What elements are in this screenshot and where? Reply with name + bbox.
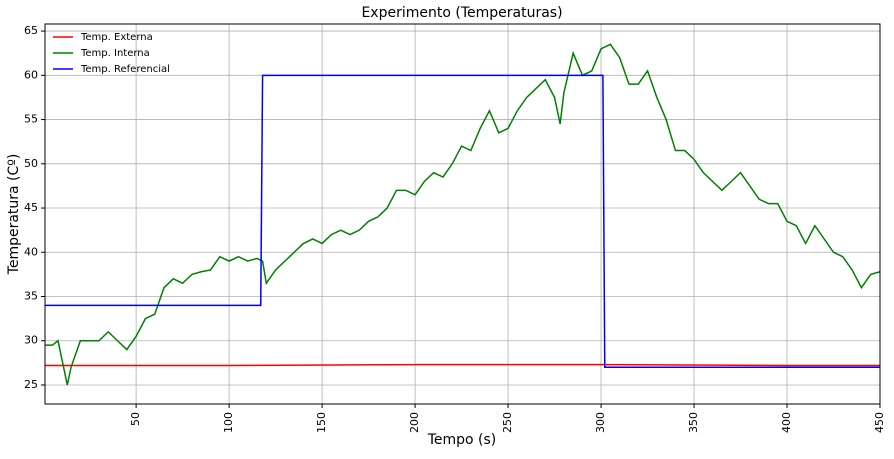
y-tick-label: 25 bbox=[24, 378, 38, 391]
chart-title: Experimento (Temperaturas) bbox=[361, 5, 562, 21]
y-axis-label: Temperatura (Cº) bbox=[6, 154, 22, 276]
legend-label: Temp. Referencial bbox=[80, 64, 170, 75]
x-tick-label: 450 bbox=[873, 412, 886, 433]
plot-frame bbox=[44, 23, 881, 405]
y-tick-label: 50 bbox=[24, 157, 38, 170]
y-tick-label: 35 bbox=[24, 290, 38, 303]
x-tick-label: 50 bbox=[129, 412, 142, 426]
x-tick-label: 300 bbox=[594, 412, 607, 433]
x-tick-label: 350 bbox=[687, 412, 700, 433]
y-tick-label: 65 bbox=[24, 24, 38, 37]
legend-label: Temp. Externa bbox=[80, 32, 153, 43]
x-tick-label: 200 bbox=[408, 412, 421, 433]
x-tick-label: 150 bbox=[315, 412, 328, 433]
series-line bbox=[45, 74, 880, 369]
y-tick-label: 30 bbox=[24, 334, 38, 347]
x-tick-label: 400 bbox=[780, 412, 793, 433]
series-line bbox=[45, 363, 880, 367]
y-tick-label: 40 bbox=[24, 245, 38, 258]
x-tick-label: 100 bbox=[222, 412, 235, 433]
x-axis-label: Tempo (s) bbox=[427, 432, 497, 448]
y-tick-label: 45 bbox=[24, 201, 38, 214]
series-line bbox=[45, 43, 881, 386]
legend-label: Temp. Interna bbox=[80, 48, 150, 59]
y-tick-label: 60 bbox=[24, 68, 38, 81]
y-tick-label: 55 bbox=[24, 113, 38, 126]
x-tick-label: 250 bbox=[501, 412, 514, 433]
